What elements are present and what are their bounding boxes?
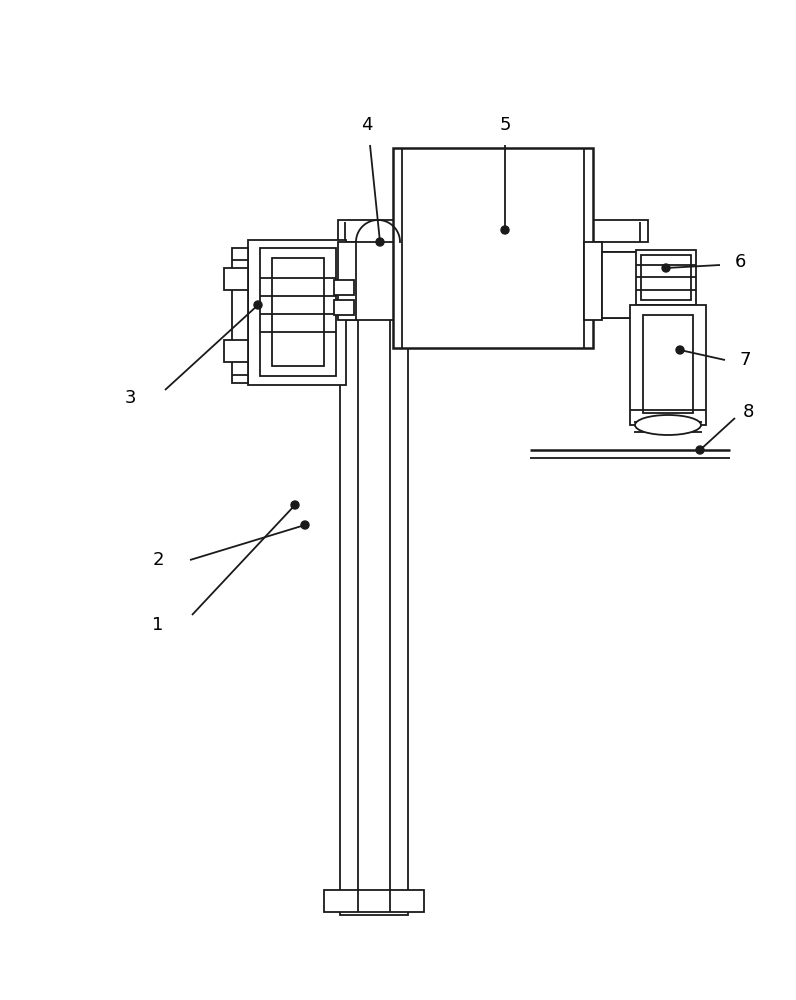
Bar	[602, 252, 640, 318]
Text: 4: 4	[361, 116, 373, 134]
Ellipse shape	[635, 415, 701, 435]
Bar	[393, 148, 593, 348]
Circle shape	[301, 521, 309, 529]
Bar	[324, 890, 424, 912]
Bar	[260, 248, 336, 376]
Bar	[338, 220, 648, 242]
Text: 7: 7	[739, 351, 751, 369]
Bar	[636, 250, 696, 305]
Bar	[224, 340, 248, 362]
Text: 2: 2	[152, 551, 164, 569]
Circle shape	[291, 501, 299, 509]
Bar	[334, 280, 354, 295]
Bar	[340, 320, 408, 915]
Bar	[248, 240, 346, 385]
Text: 3: 3	[124, 389, 136, 407]
Text: 1: 1	[152, 616, 164, 634]
Bar	[224, 268, 248, 290]
Bar	[641, 255, 691, 300]
Bar	[643, 315, 693, 413]
Bar	[232, 248, 248, 383]
Text: 8: 8	[743, 403, 754, 421]
Bar	[630, 305, 706, 425]
Circle shape	[376, 238, 384, 246]
Circle shape	[696, 446, 704, 454]
Circle shape	[676, 346, 684, 354]
Text: 5: 5	[499, 116, 511, 134]
Circle shape	[662, 264, 670, 272]
Circle shape	[254, 301, 262, 309]
Bar	[584, 242, 602, 320]
Circle shape	[501, 226, 509, 234]
Bar	[338, 242, 356, 320]
Text: 6: 6	[735, 253, 746, 271]
Bar	[334, 300, 354, 315]
Bar	[272, 258, 324, 366]
